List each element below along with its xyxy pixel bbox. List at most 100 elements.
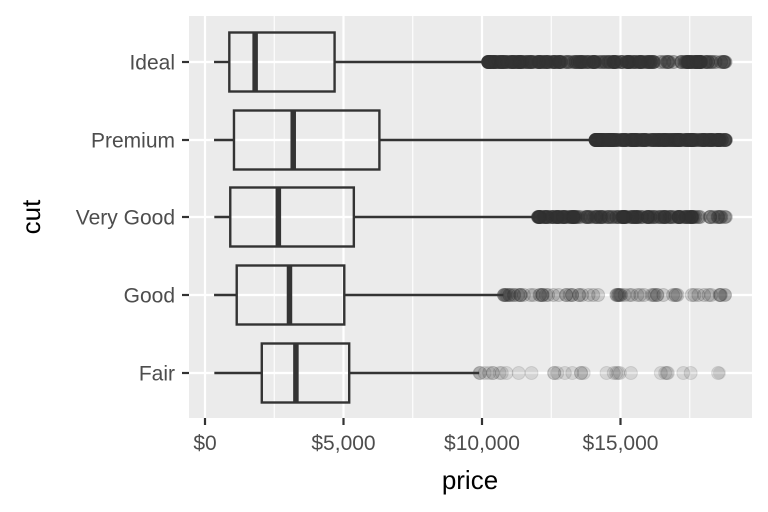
outlier-point bbox=[609, 55, 624, 69]
outlier-point bbox=[545, 55, 560, 69]
outlier-point bbox=[717, 210, 732, 224]
iqr-box bbox=[228, 31, 336, 93]
outlier-point bbox=[548, 210, 563, 224]
outlier-point bbox=[693, 133, 708, 147]
outlier-point bbox=[670, 133, 685, 147]
outlier-point bbox=[606, 133, 621, 147]
outlier-point bbox=[653, 210, 668, 224]
outlier-point bbox=[644, 288, 659, 302]
outlier-point bbox=[570, 55, 585, 69]
outlier-point bbox=[619, 55, 634, 69]
outlier-point bbox=[666, 55, 681, 69]
outlier-point bbox=[511, 366, 526, 380]
outlier-point bbox=[719, 55, 733, 69]
outlier-point bbox=[551, 210, 566, 224]
outlier-point bbox=[603, 55, 618, 69]
outlier-point bbox=[641, 210, 656, 224]
outlier-point bbox=[604, 133, 619, 147]
outlier-point bbox=[521, 55, 536, 69]
outlier-point bbox=[666, 133, 681, 147]
outlier-point bbox=[628, 133, 643, 147]
outlier-point bbox=[676, 133, 691, 147]
outlier-point bbox=[610, 288, 625, 302]
outlier-point bbox=[573, 55, 588, 69]
outlier-point bbox=[604, 133, 619, 147]
outlier-point bbox=[693, 55, 708, 69]
outlier-point bbox=[635, 133, 650, 147]
outlier-point bbox=[627, 55, 642, 69]
outlier-point bbox=[624, 133, 639, 147]
outlier-point bbox=[532, 288, 547, 302]
outlier-point bbox=[532, 55, 547, 69]
outlier-point bbox=[604, 210, 619, 224]
outlier-point bbox=[627, 210, 642, 224]
outlier-point bbox=[531, 55, 546, 69]
y-tick-label: Good bbox=[124, 285, 175, 308]
outlier-point bbox=[611, 366, 626, 380]
outlier-point bbox=[495, 55, 510, 69]
outlier-point bbox=[579, 210, 594, 224]
outlier-point bbox=[602, 55, 617, 69]
outlier-point bbox=[651, 133, 666, 147]
outlier-point bbox=[698, 133, 713, 147]
outlier-point bbox=[663, 133, 678, 147]
outlier-point bbox=[691, 55, 706, 69]
outlier-point bbox=[586, 55, 601, 69]
outlier-point bbox=[539, 288, 554, 302]
outlier-point bbox=[566, 210, 581, 224]
outlier-point bbox=[536, 55, 551, 69]
outlier-point bbox=[710, 210, 725, 224]
outlier-point bbox=[704, 288, 719, 302]
outlier-point bbox=[550, 210, 565, 224]
outlier-point bbox=[648, 133, 663, 147]
outlier-point bbox=[629, 210, 644, 224]
outlier-point bbox=[679, 210, 694, 224]
outlier-point bbox=[558, 210, 573, 224]
outlier-point bbox=[564, 210, 579, 224]
outlier-point bbox=[512, 55, 527, 69]
outlier-point bbox=[681, 210, 696, 224]
x-axis-title: price bbox=[442, 465, 498, 495]
outlier-point bbox=[633, 133, 648, 147]
outlier-point bbox=[573, 366, 588, 380]
outlier-point bbox=[552, 210, 567, 224]
outlier-point bbox=[578, 210, 593, 224]
outlier-point bbox=[718, 133, 733, 147]
outlier-points bbox=[496, 288, 732, 302]
outlier-points bbox=[472, 366, 726, 380]
outlier-point bbox=[717, 55, 732, 69]
outlier-point bbox=[671, 133, 686, 147]
outlier-point bbox=[591, 210, 606, 224]
outlier-point bbox=[597, 133, 612, 147]
outlier-point bbox=[569, 210, 584, 224]
outlier-point bbox=[496, 55, 511, 69]
outlier-point bbox=[685, 55, 700, 69]
outlier-point bbox=[531, 55, 546, 69]
boxplot-premium bbox=[214, 109, 733, 171]
outlier-point bbox=[625, 133, 640, 147]
outlier-point bbox=[719, 210, 733, 224]
outlier-point bbox=[603, 133, 618, 147]
outlier-point bbox=[604, 133, 619, 147]
outlier-point bbox=[597, 133, 612, 147]
outlier-point bbox=[526, 288, 541, 302]
outlier-point bbox=[513, 288, 528, 302]
outlier-point bbox=[625, 210, 640, 224]
outlier-point bbox=[627, 55, 642, 69]
outlier-point bbox=[716, 55, 731, 69]
outlier-point bbox=[716, 55, 731, 69]
outlier-point bbox=[681, 55, 696, 69]
outlier-point bbox=[510, 55, 525, 69]
outlier-point bbox=[614, 55, 629, 69]
outlier-point bbox=[566, 55, 581, 69]
outlier-point bbox=[674, 55, 689, 69]
outlier-point bbox=[537, 210, 552, 224]
outlier-point bbox=[685, 133, 700, 147]
outlier-point bbox=[624, 133, 639, 147]
outlier-point bbox=[682, 210, 697, 224]
boxplot-good bbox=[214, 264, 732, 326]
outlier-point bbox=[599, 366, 614, 380]
outlier-point bbox=[685, 210, 700, 224]
outlier-point bbox=[591, 55, 606, 69]
outlier-point bbox=[593, 55, 608, 69]
